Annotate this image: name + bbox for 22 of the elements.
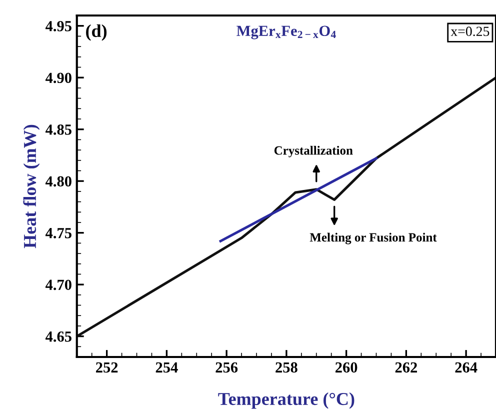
y-tick-label: 4.75 bbox=[45, 228, 72, 238]
y-axis-title: Heat flow (mW) bbox=[23, 124, 40, 248]
x-tick-label: 264 bbox=[455, 362, 478, 373]
x-tick-label: 258 bbox=[276, 362, 298, 373]
annotation: x=0.25 bbox=[450, 26, 490, 36]
y-tick-label: 4.80 bbox=[45, 176, 72, 187]
y-tick-label: 4.70 bbox=[45, 280, 72, 290]
line-series bbox=[76, 76, 496, 338]
text: MgEr$_{x}$Fe$_{2−x}$O$_{4}$ bbox=[236, 26, 336, 40]
annotation: Melting or Fusion Point bbox=[310, 232, 437, 244]
y-tick-label: 4.90 bbox=[45, 72, 72, 84]
y-tick-label: 4.85 bbox=[45, 124, 72, 135]
x-tick-label: 256 bbox=[216, 362, 238, 373]
x-tick-label: 254 bbox=[156, 362, 178, 373]
y-tick-label: 4.95 bbox=[45, 21, 72, 32]
y-tick-label: 4.65 bbox=[45, 331, 72, 342]
x-tick-label: 262 bbox=[395, 362, 417, 373]
x-axis-title: Temperature (°C) bbox=[218, 392, 354, 409]
x-tick-label: 260 bbox=[336, 362, 358, 373]
annotation: (d) bbox=[86, 24, 107, 41]
x-tick-label: 252 bbox=[96, 362, 118, 373]
annotation: Crystallization bbox=[274, 146, 353, 158]
